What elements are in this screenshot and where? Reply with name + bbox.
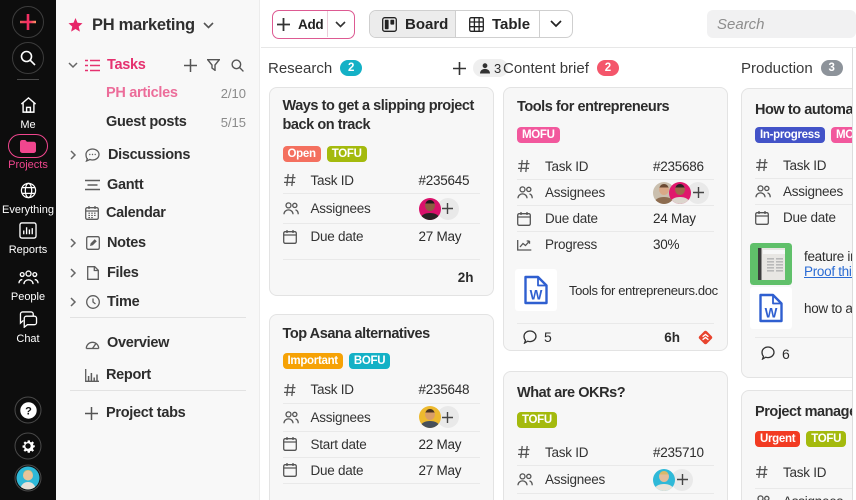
svg-text:W: W [765,306,778,321]
svg-text:?: ? [25,405,32,417]
svg-text:W: W [530,288,543,303]
